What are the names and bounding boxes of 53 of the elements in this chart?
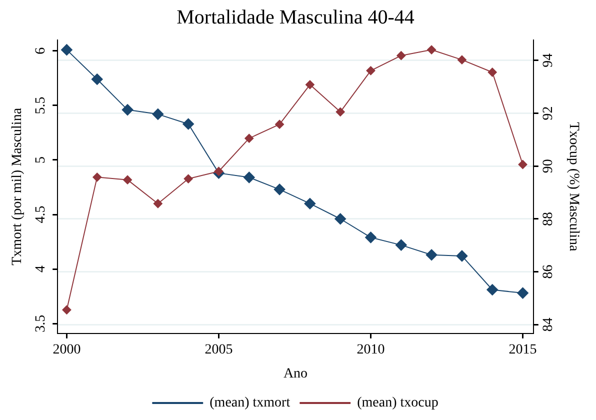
point bbox=[365, 232, 376, 244]
y-tick-label: 5.5 bbox=[34, 96, 49, 114]
point bbox=[92, 172, 102, 182]
y2-tick-label: 94 bbox=[541, 53, 556, 68]
point bbox=[426, 249, 438, 261]
point bbox=[152, 108, 164, 120]
y2-tick-label: 90 bbox=[541, 159, 556, 174]
point bbox=[123, 175, 132, 184]
x-axis-title: Ano bbox=[283, 366, 308, 382]
point bbox=[427, 45, 436, 54]
y-tick-label: 3.5 bbox=[34, 314, 49, 332]
y2-tick-label: 92 bbox=[541, 106, 556, 120]
point bbox=[61, 44, 72, 56]
point bbox=[457, 55, 466, 64]
legend-label: (mean) txmort bbox=[210, 396, 290, 411]
point bbox=[182, 118, 194, 130]
point bbox=[305, 80, 314, 90]
point bbox=[518, 160, 528, 169]
y-tick-label: 4 bbox=[34, 266, 49, 273]
x-tick-label: 2015 bbox=[508, 342, 537, 358]
x-tick-label: 2000 bbox=[52, 342, 81, 358]
point bbox=[336, 107, 345, 116]
point bbox=[456, 250, 468, 262]
point bbox=[396, 51, 406, 60]
point bbox=[62, 305, 72, 314]
y2-tick-label: 86 bbox=[541, 264, 556, 279]
y-tick-label: 6 bbox=[34, 47, 49, 54]
point bbox=[243, 172, 255, 184]
y-axis-title: Txmort (por mil) Masculina bbox=[10, 107, 26, 266]
x-tick-label: 2010 bbox=[356, 342, 385, 358]
point bbox=[488, 68, 497, 77]
point bbox=[486, 284, 498, 296]
point bbox=[122, 104, 134, 116]
point bbox=[214, 166, 224, 176]
point bbox=[366, 66, 376, 76]
point bbox=[91, 74, 103, 85]
point bbox=[275, 120, 284, 129]
point bbox=[304, 198, 316, 210]
point bbox=[274, 184, 286, 196]
point bbox=[184, 174, 193, 184]
point bbox=[395, 239, 407, 251]
point bbox=[334, 213, 346, 225]
point bbox=[153, 199, 162, 208]
y2-axis-title: Txocup (%) Masculina bbox=[566, 122, 581, 252]
y-tick-label: 4.5 bbox=[34, 206, 49, 224]
x-tick-label: 2005 bbox=[204, 342, 233, 358]
point bbox=[517, 287, 528, 299]
chart-title: Mortalidade Masculina 40-44 bbox=[176, 6, 414, 28]
y-tick-label: 5 bbox=[34, 156, 49, 164]
y2-tick-label: 88 bbox=[541, 212, 556, 226]
legend-label: (mean) txocup bbox=[357, 396, 438, 411]
point bbox=[244, 134, 254, 143]
y2-tick-label: 84 bbox=[541, 318, 556, 332]
